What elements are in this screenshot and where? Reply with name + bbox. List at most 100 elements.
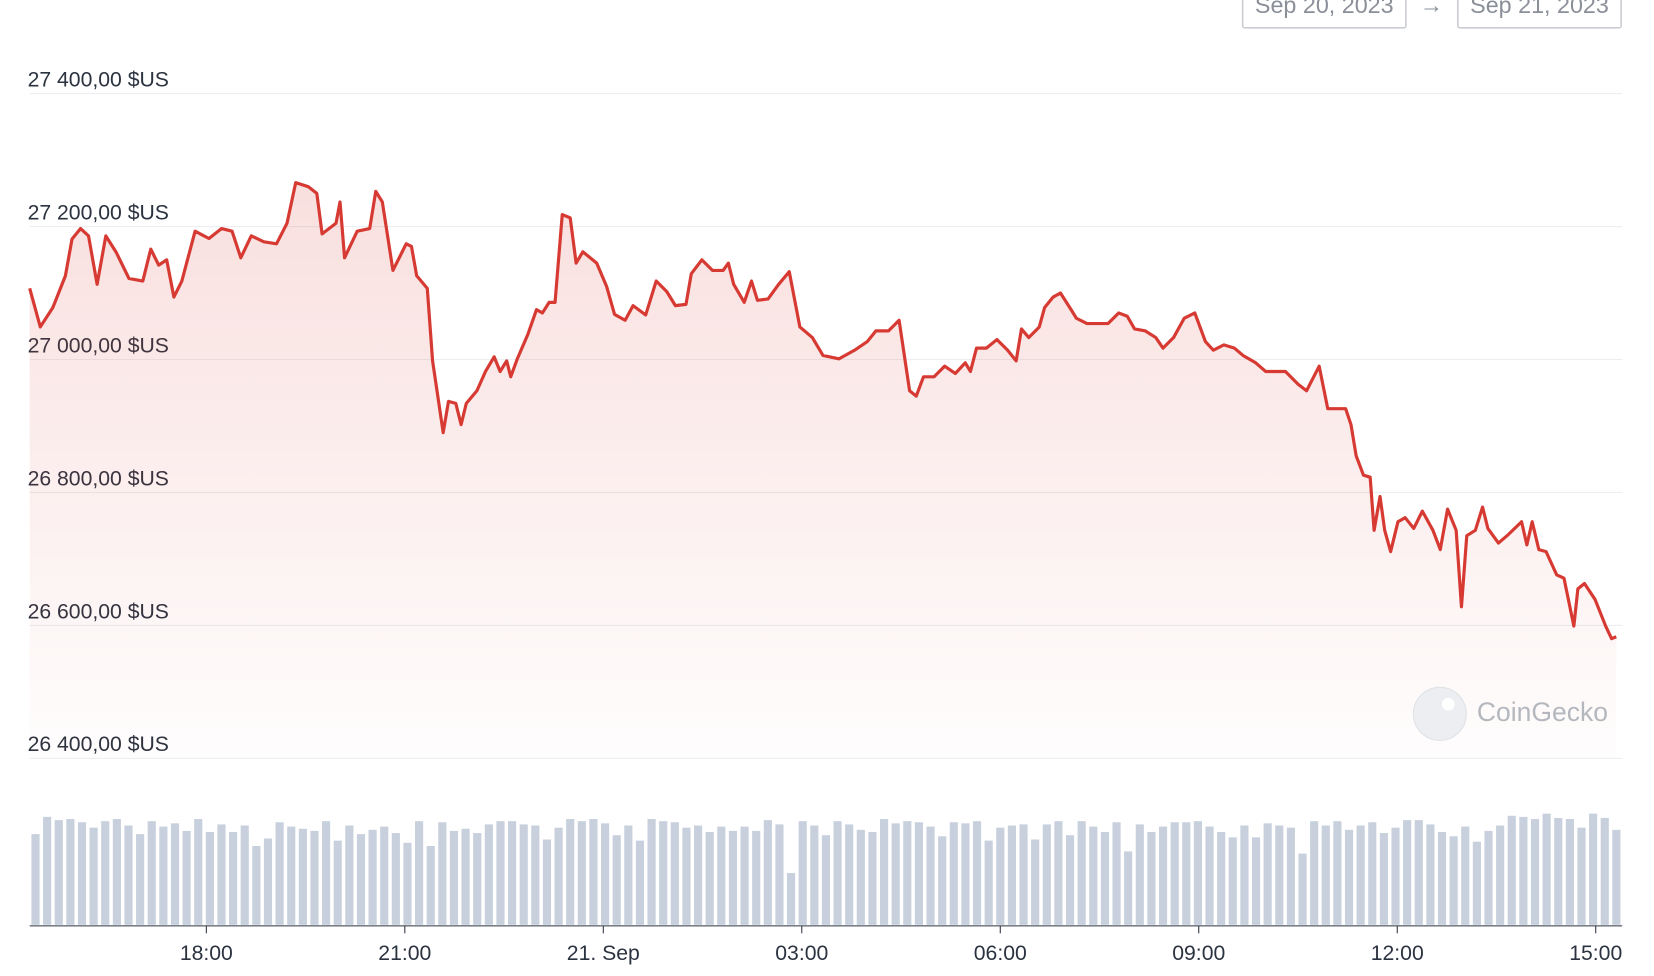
volume-bar [926, 826, 935, 925]
volume-bar [798, 821, 807, 925]
logo-eye [1441, 697, 1455, 711]
volume-bar [54, 820, 63, 925]
volume-bar [77, 822, 87, 925]
watermark: CoinGecko [1477, 697, 1608, 727]
volume-bar [252, 846, 261, 925]
volume-bar [1577, 827, 1586, 925]
volume-bar [112, 819, 121, 925]
volume-bar [356, 834, 366, 925]
x-tick-label: 06:00 [974, 942, 1027, 965]
volume-bar [786, 873, 796, 925]
volume-bar [263, 838, 273, 925]
volume-bar [170, 823, 180, 925]
volume-bar [66, 819, 75, 925]
volume-bar [635, 840, 645, 925]
volume-bar [217, 824, 226, 925]
date-from-box[interactable] [1241, 0, 1407, 29]
volume-bar [43, 816, 52, 925]
volume-bar [449, 830, 459, 925]
volume-bar [1170, 822, 1179, 925]
volume-bar [426, 846, 435, 925]
volume-bar [984, 840, 993, 925]
volume-bar [868, 831, 877, 925]
volume-bar [1356, 825, 1365, 925]
volume-bar [368, 829, 377, 925]
volume-bar [31, 834, 40, 925]
volume-bar [1065, 835, 1075, 925]
volume-bar [728, 830, 738, 925]
volume-bar [322, 821, 331, 925]
volume-bar [124, 825, 133, 925]
volume-bar [391, 833, 400, 925]
volume-bar [694, 825, 703, 925]
volume-bar [101, 821, 110, 925]
volume-bar [1403, 820, 1412, 925]
volume-bar [542, 839, 552, 925]
volume-bar [1321, 825, 1330, 925]
volume-bar [461, 828, 470, 925]
volume-bar [1182, 822, 1191, 925]
volume-bar [1100, 831, 1109, 925]
volume-bar [554, 827, 563, 925]
volume-bar [589, 819, 598, 925]
volume-bar [612, 835, 621, 925]
volume-bar [1007, 825, 1016, 925]
volume-bar [136, 834, 145, 925]
volume-bar [1019, 824, 1028, 925]
volume-bar [961, 823, 970, 925]
volume-bar [275, 822, 284, 925]
volume-bar [1310, 821, 1319, 925]
date-to[interactable]: Sep 21, 2023 [1470, 0, 1609, 18]
volume-bar [147, 821, 156, 925]
volume-bar [1519, 816, 1528, 925]
volume-bar [1217, 831, 1226, 925]
volume-bar [89, 827, 98, 925]
volume-bar [1135, 824, 1144, 925]
volume-bar [1426, 824, 1435, 925]
volume-bar [1600, 817, 1609, 925]
volume-bar [1368, 822, 1377, 925]
date-to-box[interactable] [1457, 0, 1622, 29]
volume-bar [1565, 819, 1574, 925]
volume-bar [345, 825, 354, 925]
volume-bar [1158, 826, 1168, 925]
volume-bar [1042, 824, 1051, 925]
volume-bar [1077, 821, 1086, 925]
x-tick-label: 15:00 [1569, 942, 1622, 965]
volume-bar [496, 821, 505, 925]
volume-bar [1530, 819, 1540, 925]
x-tick-label: 21:00 [378, 942, 431, 965]
volume-bar [577, 821, 586, 925]
x-tick-label: 09:00 [1172, 942, 1225, 965]
volume-bar [415, 821, 424, 925]
volume-bar [1193, 821, 1202, 925]
x-tick-label: 21. Sep [567, 942, 640, 965]
y-tick-label: 27 400,00 $US [28, 68, 169, 91]
logo [1412, 686, 1467, 741]
volume-bar [1542, 813, 1551, 925]
volume-bar [1391, 827, 1400, 925]
volume-bar [1344, 829, 1354, 925]
volume-bar [1147, 831, 1156, 925]
x-tick-label: 18:00 [180, 942, 233, 965]
volume-bar [891, 823, 900, 925]
volume-bar [752, 830, 761, 925]
volume-bar [1589, 813, 1598, 925]
volume-bar [833, 821, 842, 925]
volume-bar [287, 826, 296, 925]
volume-bar [310, 830, 319, 925]
volume-bar [1240, 825, 1249, 925]
date-from[interactable]: Sep 20, 2023 [1255, 0, 1394, 18]
volume-bar [1205, 826, 1214, 925]
volume-bar [484, 824, 493, 925]
volume-bar [972, 821, 982, 925]
volume-bar [438, 822, 447, 925]
volume-bar [1379, 833, 1388, 925]
volume-bar [403, 842, 412, 925]
volume-bar [240, 825, 249, 925]
volume-bar [1031, 839, 1040, 925]
y-tick-label: 27 200,00 $US [28, 201, 169, 224]
volume-bar [1089, 826, 1098, 925]
volume-bar [717, 826, 726, 925]
